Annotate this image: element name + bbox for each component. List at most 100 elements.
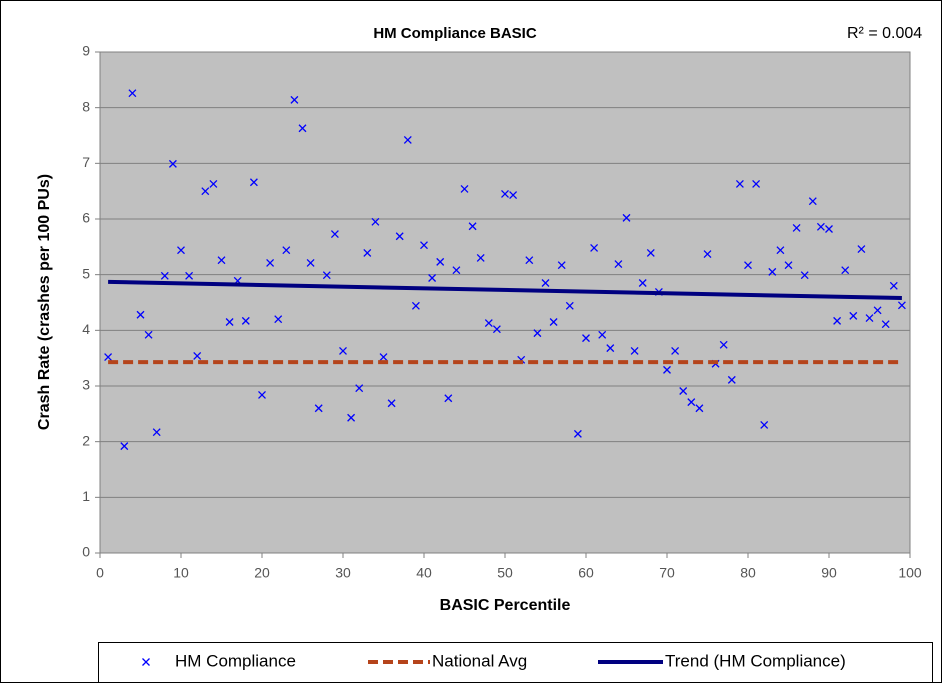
scatter-point xyxy=(565,301,574,310)
scatter-point xyxy=(841,266,850,275)
x-tick-label: 40 xyxy=(416,565,432,581)
scatter-point xyxy=(444,394,453,403)
x-tick-label: 60 xyxy=(578,565,594,581)
scatter-point xyxy=(347,413,356,422)
scatter-point xyxy=(557,261,566,270)
scatter-point xyxy=(760,421,769,429)
x-tick-label: 50 xyxy=(497,565,513,581)
scatter-point xyxy=(468,222,477,231)
scatter-point xyxy=(622,213,631,222)
trend-line xyxy=(108,279,902,301)
scatter-point xyxy=(193,351,202,360)
scatter-point xyxy=(185,271,194,280)
scatter-point xyxy=(857,245,866,254)
scatter-point xyxy=(492,325,501,334)
scatter-point xyxy=(298,124,307,133)
scatter-point xyxy=(541,279,550,287)
scatter-point xyxy=(703,250,712,259)
y-tick-label: 2 xyxy=(82,432,90,448)
scatter-point xyxy=(590,243,599,252)
x-tick-label: 0 xyxy=(96,565,104,581)
scatter-point xyxy=(379,353,388,362)
scatter-point xyxy=(573,429,582,438)
y-tick-label: 0 xyxy=(82,544,90,560)
scatter-point xyxy=(833,316,842,325)
scatter-point xyxy=(258,390,266,399)
x-axis-label: BASIC Percentile xyxy=(440,597,571,614)
x-tick-label: 100 xyxy=(898,565,922,581)
scatter-point xyxy=(120,442,129,451)
scatter-point xyxy=(679,387,688,395)
legend-label: Trend (HM Compliance) xyxy=(665,651,846,670)
scatter-point xyxy=(436,257,445,266)
scatter-point xyxy=(201,187,210,196)
scatter-point xyxy=(800,271,809,280)
scatter-point xyxy=(687,398,696,407)
scatter-point xyxy=(825,225,833,233)
scatter-point xyxy=(849,311,858,320)
scatter-point xyxy=(355,384,364,393)
y-tick-label: 8 xyxy=(82,98,90,114)
y-tick-label: 7 xyxy=(82,154,90,170)
scatter-point xyxy=(395,232,404,241)
x-tick-label: 20 xyxy=(254,565,270,581)
chart-title: HM Compliance BASIC xyxy=(373,25,537,42)
scatter-point xyxy=(792,223,801,232)
y-tick-label: 4 xyxy=(82,321,90,337)
scatter-point xyxy=(582,334,590,343)
scatter-point xyxy=(808,197,817,206)
scatter-point xyxy=(225,318,234,326)
scatter-point xyxy=(306,259,315,267)
plot-area xyxy=(99,51,911,554)
y-tick-label: 6 xyxy=(82,210,90,226)
scatter-point xyxy=(411,301,420,310)
scatter-point xyxy=(428,274,437,282)
scatter-point xyxy=(525,256,534,265)
scatter-point xyxy=(452,266,461,275)
scatter-point xyxy=(217,256,226,265)
scatter-point xyxy=(274,315,283,324)
x-tick-label: 30 xyxy=(335,565,351,581)
x-tick-label: 90 xyxy=(821,565,837,581)
scatter-point xyxy=(177,246,185,255)
scatter-point xyxy=(249,178,258,187)
scatter-point xyxy=(330,230,339,238)
scatter-point xyxy=(695,404,704,413)
scatter-point xyxy=(241,316,250,325)
scatter-point xyxy=(881,320,890,329)
x-tick-label: 80 xyxy=(740,565,756,581)
scatter-point xyxy=(144,330,153,339)
scatter-point xyxy=(638,279,647,287)
legend xyxy=(98,642,933,683)
scatter-point xyxy=(719,340,728,349)
scatter-point xyxy=(152,428,161,437)
scatter-point xyxy=(549,318,558,326)
scatter-point xyxy=(314,404,323,413)
scatter-point xyxy=(209,179,218,188)
scatter-point xyxy=(865,314,874,323)
scatter-point xyxy=(509,191,518,200)
scatter-point xyxy=(735,179,744,188)
scatter-point xyxy=(816,222,825,231)
y-tick-label: 9 xyxy=(82,43,90,59)
scatter-point xyxy=(614,260,623,269)
scatter-point xyxy=(322,271,331,280)
scatter-point xyxy=(630,346,639,355)
scatter-point xyxy=(784,261,793,270)
y-tick-label: 1 xyxy=(82,488,90,504)
y-tick-label: 3 xyxy=(82,377,90,393)
annotation: R² = 0.004 xyxy=(847,25,922,42)
x-tick-label: 70 xyxy=(659,565,675,581)
scatter-point xyxy=(339,346,347,355)
scatter-point xyxy=(776,246,785,255)
scatter-point xyxy=(598,330,607,339)
scatter-point xyxy=(752,179,761,188)
legend-marker xyxy=(142,658,150,666)
scatter-point xyxy=(663,365,671,374)
scatter-point xyxy=(290,95,299,104)
scatter-point xyxy=(476,254,485,262)
y-tick-label: 5 xyxy=(82,265,90,281)
scatter-point xyxy=(533,329,542,338)
scatter-point xyxy=(128,89,137,98)
scatter-point xyxy=(606,344,615,353)
